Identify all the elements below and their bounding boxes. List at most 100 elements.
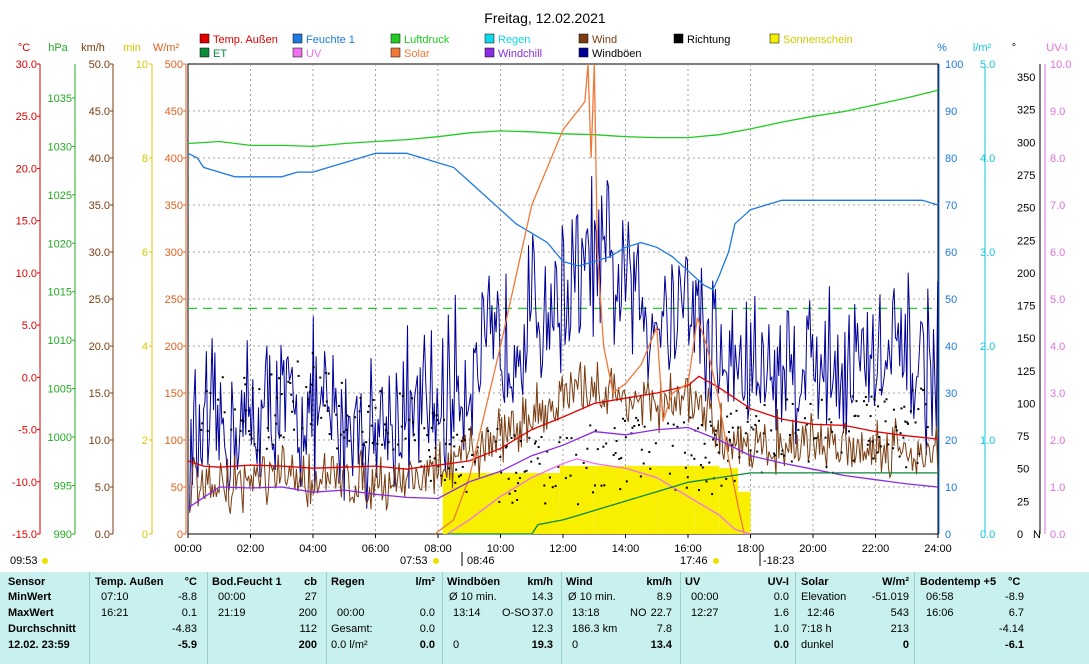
- legend-swatch: [199, 33, 210, 44]
- direction-dot: [848, 430, 850, 433]
- direction-dot: [770, 429, 773, 432]
- direction-dot: [431, 412, 434, 415]
- direction-dot: [358, 410, 361, 413]
- direction-dot: [755, 415, 758, 418]
- direction-dot: [698, 489, 700, 492]
- soiltemp-max: 6.7: [1008, 607, 1024, 619]
- soil-max-time: 21:19: [218, 607, 246, 619]
- direction-dot: [530, 460, 533, 463]
- direction-dot: [248, 430, 250, 433]
- direction-dot: [773, 452, 775, 455]
- direction-dot: [686, 476, 689, 479]
- left-axes: °C30.025.020.015.010.05.00.0-5.0-10.0-15…: [12, 42, 187, 541]
- direction-dot: [728, 430, 730, 433]
- solar-max-time: 12:46: [807, 607, 835, 619]
- direction-dot: [711, 493, 714, 496]
- axis-tick-label: 30: [945, 388, 957, 400]
- wind-unit: km/h: [646, 576, 672, 588]
- x-tick-label: 18:00: [737, 543, 765, 555]
- legend-swatch: [199, 47, 210, 58]
- direction-dot: [411, 397, 414, 400]
- axis-tick-label: 0.0: [980, 529, 995, 541]
- solar-avg: 213: [890, 623, 909, 635]
- axis-tick-label: 1.0: [1050, 482, 1065, 494]
- direction-dot: [408, 418, 411, 421]
- direction-dot: [899, 432, 902, 435]
- soil-current: 200: [298, 639, 317, 651]
- soiltemp-min-time: 06:58: [926, 591, 954, 603]
- axis-tick-label: 500: [165, 59, 183, 71]
- statistics-table: Sensor MinWert MaxWert Durchschnitt 12.0…: [0, 572, 1089, 664]
- direction-dot: [872, 457, 875, 460]
- direction-dot: [638, 424, 640, 427]
- direction-dot: [413, 433, 415, 436]
- direction-dot: [419, 460, 422, 463]
- direction-dot: [256, 449, 259, 452]
- direction-dot: [426, 434, 429, 437]
- direction-dot: [603, 484, 606, 487]
- direction-dot: [400, 425, 403, 428]
- direction-dot: [852, 459, 855, 462]
- direction-dot: [339, 433, 342, 436]
- legend-swatch: [578, 33, 589, 44]
- direction-dot: [614, 452, 617, 455]
- wind-zero: 0: [572, 639, 579, 651]
- direction-dot: [459, 474, 462, 477]
- direction-dot: [398, 392, 401, 395]
- uv-header: UV: [685, 576, 701, 588]
- direction-dot: [575, 453, 578, 456]
- x-tick-label: 10:00: [487, 543, 515, 555]
- direction-dot: [496, 427, 499, 430]
- direction-dot: [699, 463, 702, 466]
- axis-tick-label: 9.0: [1050, 106, 1065, 118]
- axis-tick-label: 15.0: [89, 388, 110, 400]
- direction-dot: [720, 484, 723, 487]
- temp-max-time: 16:21: [101, 607, 129, 619]
- direction-dot: [865, 403, 868, 406]
- wind-max: 22.7: [650, 607, 672, 619]
- direction-dot: [458, 475, 460, 478]
- legend-label: Windchill: [498, 48, 542, 60]
- direction-dot: [362, 443, 365, 446]
- axis-tick-label: 1030: [48, 141, 72, 153]
- legend-swatch: [390, 47, 401, 58]
- axis-tick-label: 5.0: [980, 59, 995, 71]
- direction-dot: [240, 419, 243, 422]
- solar-current: 0: [902, 639, 909, 651]
- direction-dot: [558, 441, 561, 444]
- rain-unit: l/m²: [415, 576, 435, 588]
- direction-dot: [519, 440, 522, 443]
- direction-dot: [758, 419, 760, 422]
- axis-tick-label: 90: [945, 106, 957, 118]
- axis-tick-label: 450: [165, 106, 183, 118]
- temp-avg: -4.83: [171, 623, 197, 635]
- x-axis: 00:00 02:00 04:00 06:00 08:00 10:00 12:00 14:00…: [174, 534, 952, 555]
- direction-dot: [429, 479, 432, 482]
- direction-dot: [671, 444, 674, 447]
- legend-swatch: [769, 33, 780, 44]
- axis-tick-label: 100: [1017, 398, 1035, 410]
- direction-dot: [543, 484, 546, 487]
- row-label-max: MaxWert: [8, 607, 54, 619]
- direction-dot: [873, 398, 876, 401]
- direction-dot: [794, 432, 797, 435]
- direction-dot: [538, 462, 541, 465]
- solar-elev-label: Elevation: [801, 591, 847, 603]
- direction-dot: [726, 415, 729, 418]
- direction-dot: [642, 462, 645, 465]
- gusts-unit: km/h: [527, 576, 553, 588]
- direction-dot: [712, 438, 715, 441]
- direction-dot: [343, 436, 346, 439]
- direction-dot: [613, 427, 616, 430]
- direction-dot: [554, 485, 557, 488]
- direction-dot: [824, 436, 827, 439]
- soil-min-time: 00:00: [218, 591, 246, 603]
- direction-dot: [602, 445, 605, 448]
- direction-dot: [244, 383, 247, 386]
- direction-dot: [924, 403, 927, 406]
- axis-unit-right: l/m²: [973, 42, 992, 54]
- soil-max: 200: [298, 607, 317, 619]
- direction-dot: [622, 417, 625, 420]
- uv-current: 0.0: [773, 639, 789, 651]
- direction-dot: [267, 436, 270, 439]
